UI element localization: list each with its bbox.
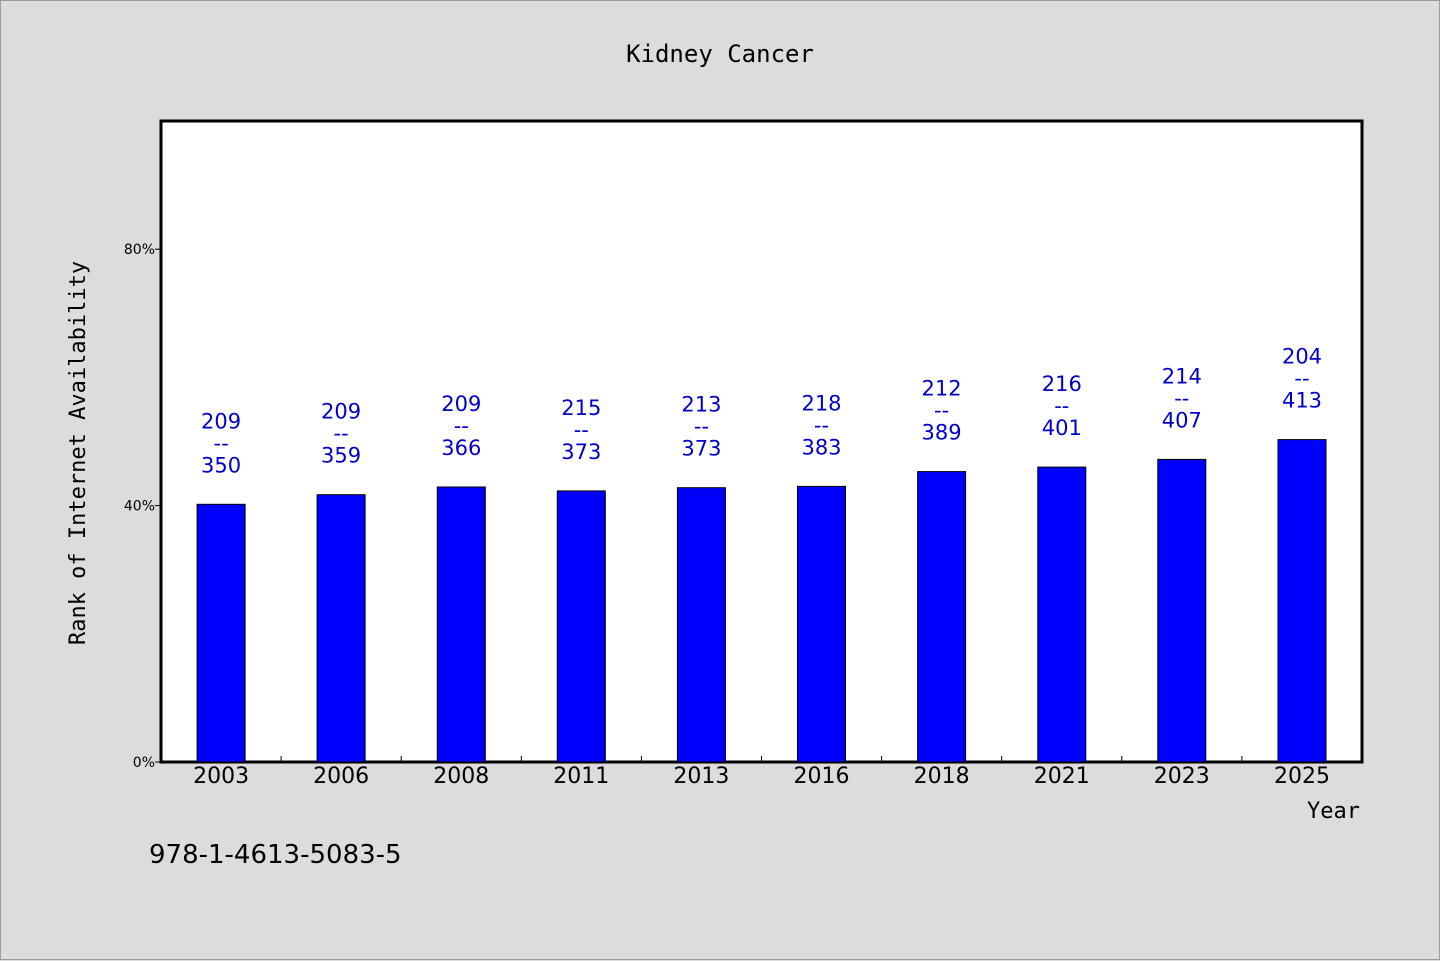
- data-label-2021-2: 401: [1042, 416, 1082, 440]
- data-label-2013-2: 373: [681, 437, 721, 461]
- data-label-2023-0: 214: [1162, 364, 1202, 388]
- data-label-2006-0: 209: [321, 400, 361, 424]
- bar-2023: [1157, 458, 1207, 763]
- data-label-2003-2: 350: [201, 453, 241, 477]
- data-label-2016-1: --: [814, 413, 829, 437]
- y-tick-label-80: 80%: [124, 242, 155, 258]
- x-tick-label-2013: 2013: [673, 764, 729, 789]
- data-label-2011-0: 215: [561, 396, 601, 420]
- data-label-2006-1: --: [334, 422, 349, 446]
- bar-2025: [1277, 439, 1327, 763]
- data-label-2013-1: --: [694, 415, 709, 439]
- bar-2003: [196, 503, 246, 763]
- data-label-2011-1: --: [574, 418, 589, 442]
- x-tick-label-2006: 2006: [313, 764, 369, 789]
- data-label-2011-2: 373: [561, 440, 601, 464]
- data-label-2016-0: 218: [801, 391, 841, 415]
- data-label-2023-2: 407: [1162, 408, 1202, 432]
- data-label-2018-0: 212: [922, 377, 962, 401]
- data-label-2008-0: 209: [441, 392, 481, 416]
- x-tick-label-2011: 2011: [553, 764, 609, 789]
- x-tick-label-2008: 2008: [433, 764, 489, 789]
- data-label-2018-2: 389: [922, 421, 962, 445]
- bar-2006: [316, 494, 366, 763]
- bars-layer: [196, 439, 1327, 763]
- data-label-2025-1: --: [1294, 367, 1309, 391]
- isbn-text: 978-1-4613-5083-5: [149, 840, 402, 870]
- data-label-2023-1: --: [1174, 386, 1189, 410]
- x-tick-label-2021: 2021: [1034, 764, 1090, 789]
- x-tick-label-2023: 2023: [1154, 764, 1210, 789]
- x-tick-label-2018: 2018: [914, 764, 970, 789]
- bar-2013: [676, 487, 726, 763]
- data-label-2003-1: --: [214, 431, 229, 455]
- x-tick-label-2025: 2025: [1274, 764, 1330, 789]
- data-label-2008-2: 366: [441, 436, 481, 460]
- bar-2008: [436, 486, 486, 763]
- x-tick-label-2003: 2003: [193, 764, 249, 789]
- bar-2021: [1037, 466, 1087, 763]
- y-tick-label-0: 0%: [133, 755, 155, 771]
- data-label-2025-0: 204: [1282, 345, 1322, 369]
- y-axis: 0% 40% 80%: [124, 242, 161, 771]
- x-axis: 2003 2006 2008 2011 2013 2016 2018 2021 2023 2025: [193, 756, 1330, 789]
- bar-2016: [797, 485, 846, 763]
- chart-title: Kidney Cancer: [626, 40, 814, 68]
- data-label-2003-0: 209: [201, 409, 241, 433]
- data-label-2018-1: --: [934, 399, 949, 423]
- bar-2011: [556, 490, 606, 763]
- data-label-2021-1: --: [1054, 394, 1069, 418]
- data-label-2021-0: 216: [1042, 372, 1082, 396]
- x-axis-title: Year: [1307, 799, 1360, 824]
- y-tick-label-40: 40%: [124, 499, 155, 515]
- data-label-2025-2: 413: [1282, 389, 1322, 413]
- x-tick-label-2016: 2016: [794, 764, 850, 789]
- data-label-2006-2: 359: [321, 444, 361, 468]
- y-axis-title: Rank of Internet Availability: [66, 261, 91, 645]
- data-label-2016-2: 383: [801, 435, 841, 459]
- data-labels-layer: 209--350209--359209--366215--373213--373…: [201, 345, 1322, 478]
- data-label-2008-1: --: [454, 414, 469, 438]
- data-label-2013-0: 213: [681, 393, 721, 417]
- bar-2018: [917, 471, 967, 763]
